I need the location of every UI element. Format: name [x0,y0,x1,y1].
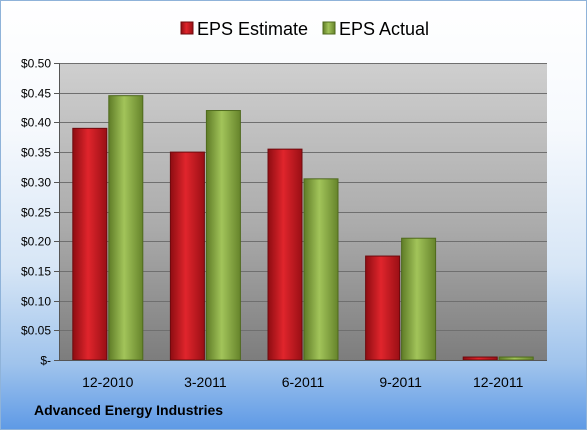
y-tick-label: $0.15 [21,265,51,279]
y-tick-label: $0.25 [21,206,51,220]
y-tick-label: $0.50 [21,57,51,71]
legend-label: EPS Actual [339,19,429,39]
legend-swatch-eps-actual [322,21,336,35]
x-category-label: 12-2011 [473,374,524,390]
y-tick-label: $- [40,354,51,368]
eps-estimate-bar [462,356,498,361]
y-tick-label: $0.30 [21,176,51,190]
eps-actual-bar [498,356,534,361]
y-tick-label: $0.20 [21,235,51,249]
eps-estimate-bar [267,148,303,361]
y-tick-label: $0.35 [21,146,51,160]
x-category-label: 12-2010 [82,374,134,390]
company-name: Advanced Energy Industries [34,402,224,418]
y-tick-label: $0.05 [21,324,51,338]
eps-estimate-bar [72,127,108,361]
eps-estimate-bar [365,255,401,361]
legend-swatch-eps-estimate [180,21,194,35]
y-tick-label: $0.40 [21,116,51,130]
eps-actual-bar [205,110,241,361]
y-tick-label: $0.45 [21,87,51,101]
x-category-label: 6-2011 [282,374,325,390]
y-tick-label: $0.10 [21,295,51,309]
x-category-label: 3-2011 [184,374,227,390]
eps-actual-bar [303,178,339,361]
eps-actual-bar [108,95,144,361]
eps-estimate-bar [169,151,205,361]
x-category-label: 9-2011 [379,374,422,390]
eps-actual-bar [401,237,437,361]
legend-label: EPS Estimate [197,19,308,39]
